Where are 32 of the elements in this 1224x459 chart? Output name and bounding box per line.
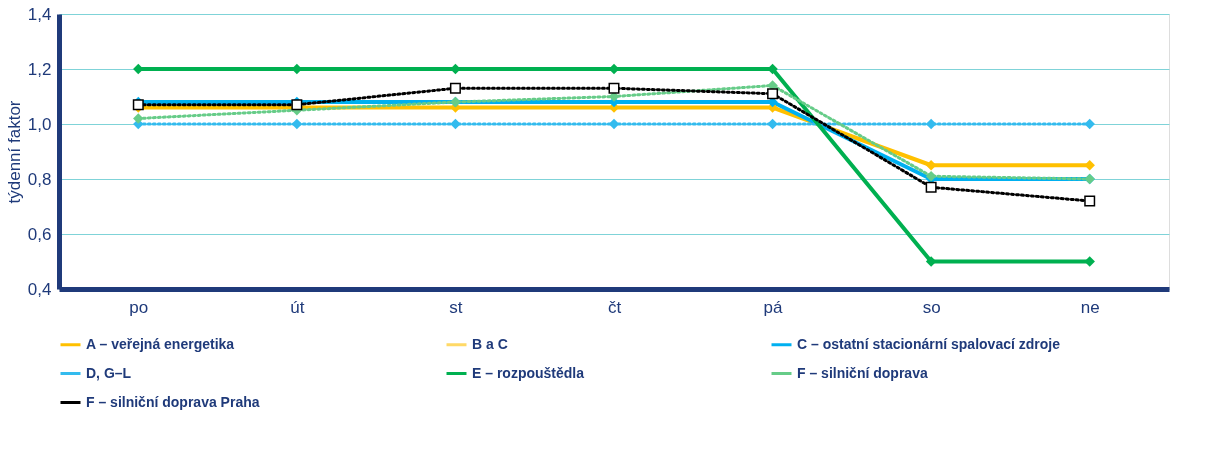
x-tick-label: st: [449, 297, 463, 317]
point: [608, 82, 620, 94]
legend-label: F – silniční doprava: [797, 364, 928, 381]
point: [925, 181, 937, 193]
point: [450, 118, 461, 130]
y-tick-label: 1,0: [27, 114, 52, 134]
point: [767, 118, 778, 130]
point: [1084, 118, 1095, 130]
x-tick-label: so: [922, 297, 941, 317]
x-tick-label: po: [129, 297, 149, 317]
y-tick-label: 0,6: [27, 224, 52, 244]
legend-label: E – rozpouštědla: [472, 364, 585, 381]
y-tick-label: 0,8: [27, 169, 52, 189]
y-tick-label: 1,2: [27, 59, 52, 79]
x-tick-label: čt: [607, 297, 622, 317]
x-tick-label: út: [290, 297, 305, 317]
x-tick-label: pá: [763, 297, 784, 317]
point: [925, 118, 937, 130]
point: [449, 82, 461, 94]
point: [767, 88, 779, 100]
legend-label: A – veřejná energetika: [86, 335, 235, 352]
y-axis-title: týdenní faktor: [4, 100, 24, 204]
y-tick-label: 0,4: [27, 279, 52, 299]
y-tick-label: 1,4: [27, 4, 52, 24]
point: [133, 113, 144, 124]
legend-label: D, G–L: [86, 364, 132, 381]
legend-label: B a C: [472, 335, 508, 352]
x-tick-label: ne: [1080, 297, 1100, 317]
point: [1084, 195, 1096, 207]
point: [291, 118, 303, 130]
legend-label: C – ostatní stacionární spalovací zdroje: [797, 335, 1061, 352]
legend-label: F – silniční doprava Praha: [86, 393, 260, 410]
